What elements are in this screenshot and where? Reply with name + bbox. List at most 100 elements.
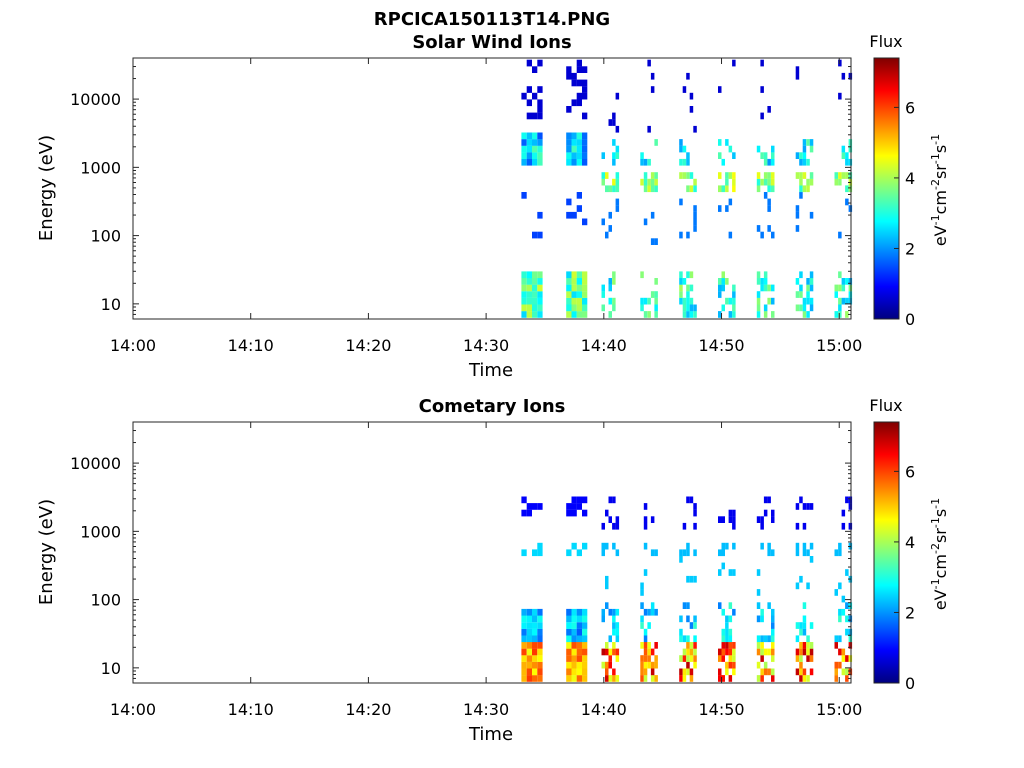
heatmap-cell — [795, 635, 800, 643]
heatmap-cell — [841, 297, 846, 305]
heatmap-cell — [845, 668, 849, 676]
heatmap-cell — [760, 542, 764, 550]
heatmap-cell — [806, 549, 810, 557]
heatmap-cell — [576, 205, 582, 212]
heatmap-cell — [526, 655, 532, 662]
colorbar-tick-label: 0 — [905, 674, 915, 693]
colorbar-label: Flux — [869, 32, 902, 51]
heatmap-cell — [809, 211, 814, 219]
heatmap-cell — [795, 205, 800, 212]
heatmap-cell — [721, 549, 725, 557]
heatmap-cell — [689, 106, 694, 113]
heatmap-cell — [571, 661, 577, 669]
x-tick-label: 14:00 — [110, 336, 156, 355]
heatmap-cell — [532, 655, 538, 662]
heatmap-cell — [725, 668, 729, 676]
panel-title: Solar Wind Ions — [412, 32, 571, 53]
heatmap-cell — [537, 132, 543, 140]
heatmap-cell — [537, 284, 543, 292]
heatmap-cell — [643, 635, 648, 643]
heatmap-cell — [612, 628, 616, 636]
heatmap-cell — [799, 178, 803, 186]
heatmap-cell — [795, 152, 800, 159]
heatmap-cell — [526, 622, 532, 629]
heatmap-cell — [605, 231, 609, 239]
y-tick-label: 1000 — [80, 158, 121, 177]
colorbar-tick-label: 6 — [905, 98, 915, 117]
heatmap-cell — [654, 178, 658, 186]
heatmap-cell — [521, 139, 527, 146]
heatmap-cell — [682, 297, 687, 305]
heatmap-cell — [582, 66, 588, 73]
heatmap-cell — [582, 496, 588, 504]
heatmap-cell — [571, 642, 577, 649]
heatmap-cell — [721, 284, 725, 292]
heatmap-cell — [763, 496, 768, 504]
heatmap-cell — [760, 112, 764, 120]
heatmap-cell — [718, 152, 722, 159]
heatmap-cell — [718, 172, 722, 179]
spectrogram-cometary — [521, 496, 853, 682]
heatmap-cell — [532, 675, 538, 682]
heatmap-cell — [756, 648, 761, 656]
heatmap-cell — [650, 178, 655, 186]
heatmap-cell — [795, 503, 800, 510]
heatmap-cell — [686, 655, 690, 662]
heatmap-cell — [654, 139, 658, 146]
heatmap-cell — [608, 284, 612, 292]
heatmap-cell — [654, 185, 658, 193]
heatmap-cell — [532, 92, 538, 100]
heatmap-cell — [838, 615, 842, 623]
heatmap-cell — [521, 675, 527, 682]
heatmap-cell — [521, 271, 527, 279]
heatmap-cell — [532, 661, 538, 669]
heatmap-cell — [582, 661, 588, 669]
heatmap-cell — [845, 569, 849, 576]
heatmap-cell — [725, 648, 729, 656]
x-tick-label: 14:50 — [698, 700, 744, 719]
heatmap-cell — [732, 178, 736, 186]
heatmap-cell — [582, 291, 588, 298]
heatmap-cell — [809, 655, 814, 662]
heatmap-cell — [532, 152, 538, 159]
heatmap-cell — [806, 635, 810, 643]
x-tick-label: 14:20 — [345, 336, 391, 355]
heatmap-cell — [795, 622, 800, 629]
heatmap-cell — [571, 79, 577, 87]
heatmap-cell — [809, 642, 814, 649]
heatmap-cell — [838, 635, 842, 643]
heatmap-cell — [760, 675, 764, 682]
heatmap-cell — [576, 278, 582, 285]
heatmap-cell — [799, 622, 803, 629]
heatmap-cell — [718, 139, 722, 146]
heatmap-cell — [682, 145, 687, 153]
heatmap-cell — [834, 668, 838, 676]
heatmap-cell — [845, 675, 849, 682]
heatmap-cell — [725, 205, 729, 212]
heatmap-cell — [571, 635, 577, 643]
heatmap-cell — [526, 675, 532, 682]
heatmap-cell — [806, 655, 810, 662]
heatmap-cell — [732, 569, 736, 576]
heatmap-cell — [795, 278, 800, 285]
heatmap-cell — [537, 112, 543, 120]
heatmap-cell — [802, 542, 807, 550]
heatmap-cell — [647, 311, 651, 318]
heatmap-cell — [686, 642, 690, 649]
heatmap-cell — [615, 152, 620, 159]
heatmap-cell — [608, 225, 612, 232]
heatmap-cell — [532, 622, 538, 629]
heatmap-cell — [718, 668, 722, 676]
heatmap-cell — [689, 284, 694, 292]
heatmap-cell — [721, 635, 725, 643]
heatmap-cell — [526, 311, 532, 318]
heatmap-cell — [537, 622, 543, 629]
heatmap-cell — [612, 622, 616, 629]
heatmap-cell — [728, 648, 733, 656]
heatmap-cell — [693, 642, 697, 649]
heatmap-cell — [640, 661, 644, 669]
heatmap-cell — [771, 145, 775, 153]
heatmap-cell — [566, 622, 572, 629]
heatmap-cell — [809, 284, 814, 292]
heatmap-cell — [756, 615, 761, 623]
